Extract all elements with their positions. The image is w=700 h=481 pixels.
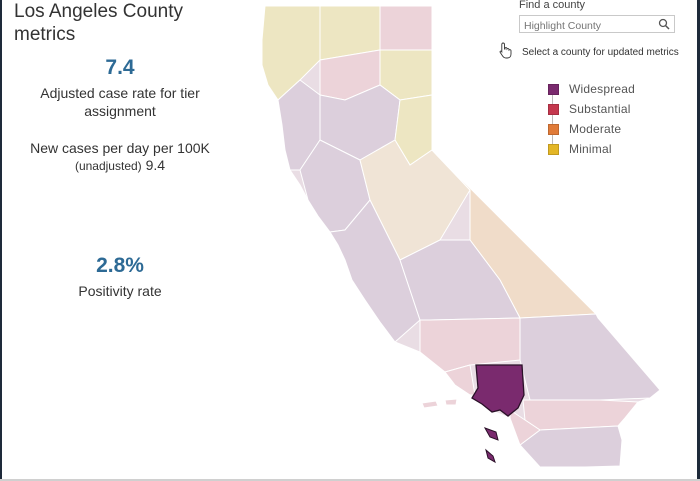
window-edge-left <box>0 0 2 481</box>
california-county-map[interactable] <box>255 0 665 481</box>
adjusted-case-rate-label: Adjusted case rate for tier assignment <box>40 85 200 119</box>
channel-island-santa-cruz[interactable] <box>421 400 439 409</box>
legend-item-substantial[interactable]: Substantial <box>545 102 631 116</box>
window-edge-right <box>697 0 700 481</box>
county-search-input[interactable] <box>520 18 654 34</box>
select-county-hint: Select a county for updated metrics <box>522 47 679 58</box>
adjusted-case-rate-value: 7.4 <box>105 56 135 79</box>
search-icon[interactable] <box>658 18 670 30</box>
legend-item-minimal[interactable]: Minimal <box>545 142 612 156</box>
county-search-box[interactable] <box>519 15 675 34</box>
legend-label-moderate: Moderate <box>569 122 622 136</box>
positivity-rate-label: Positivity rate <box>78 283 162 299</box>
new-cases-value: 9.4 <box>145 157 166 173</box>
page-title: Los Angeles County metrics <box>14 1 184 45</box>
county-san-bernardino[interactable] <box>519 313 661 401</box>
minimal-swatch <box>548 143 559 155</box>
substantial-swatch <box>548 103 559 115</box>
county-north-cluster-c[interactable] <box>379 5 433 51</box>
widespread-swatch <box>548 83 559 95</box>
find-county-label: Find a county <box>519 0 586 11</box>
legend-connector-line <box>552 88 553 150</box>
county-orange[interactable] <box>509 409 541 446</box>
new-cases-row: (unadjusted) 9.4 <box>20 157 220 173</box>
channel-island-san-clemente[interactable] <box>485 448 496 464</box>
legend-label-substantial: Substantial <box>569 102 631 116</box>
channel-island-catalina[interactable] <box>483 427 499 441</box>
legend-label-minimal: Minimal <box>569 142 612 156</box>
county-riverside[interactable] <box>522 399 640 431</box>
moderate-swatch <box>548 123 559 135</box>
county-san-diego-imperial[interactable] <box>519 425 623 468</box>
county-los-angeles[interactable] <box>471 364 525 417</box>
pointer-hand-icon <box>499 42 512 59</box>
positivity-rate-value: 2.8% <box>96 254 144 277</box>
window-edge-bottom <box>0 479 700 481</box>
channel-island-santa-rosa[interactable] <box>444 398 458 406</box>
county-kern[interactable] <box>419 317 521 373</box>
county-ventura-sb[interactable] <box>444 364 476 396</box>
legend-item-widespread[interactable]: Widespread <box>545 82 635 96</box>
legend-item-moderate[interactable]: Moderate <box>545 122 621 136</box>
legend-label-widespread: Widespread <box>569 82 636 96</box>
county-central-coast[interactable] <box>329 199 421 343</box>
new-cases-sub-label: (unadjusted) <box>74 159 142 173</box>
new-cases-label: New cases per day per 100K <box>30 140 210 156</box>
